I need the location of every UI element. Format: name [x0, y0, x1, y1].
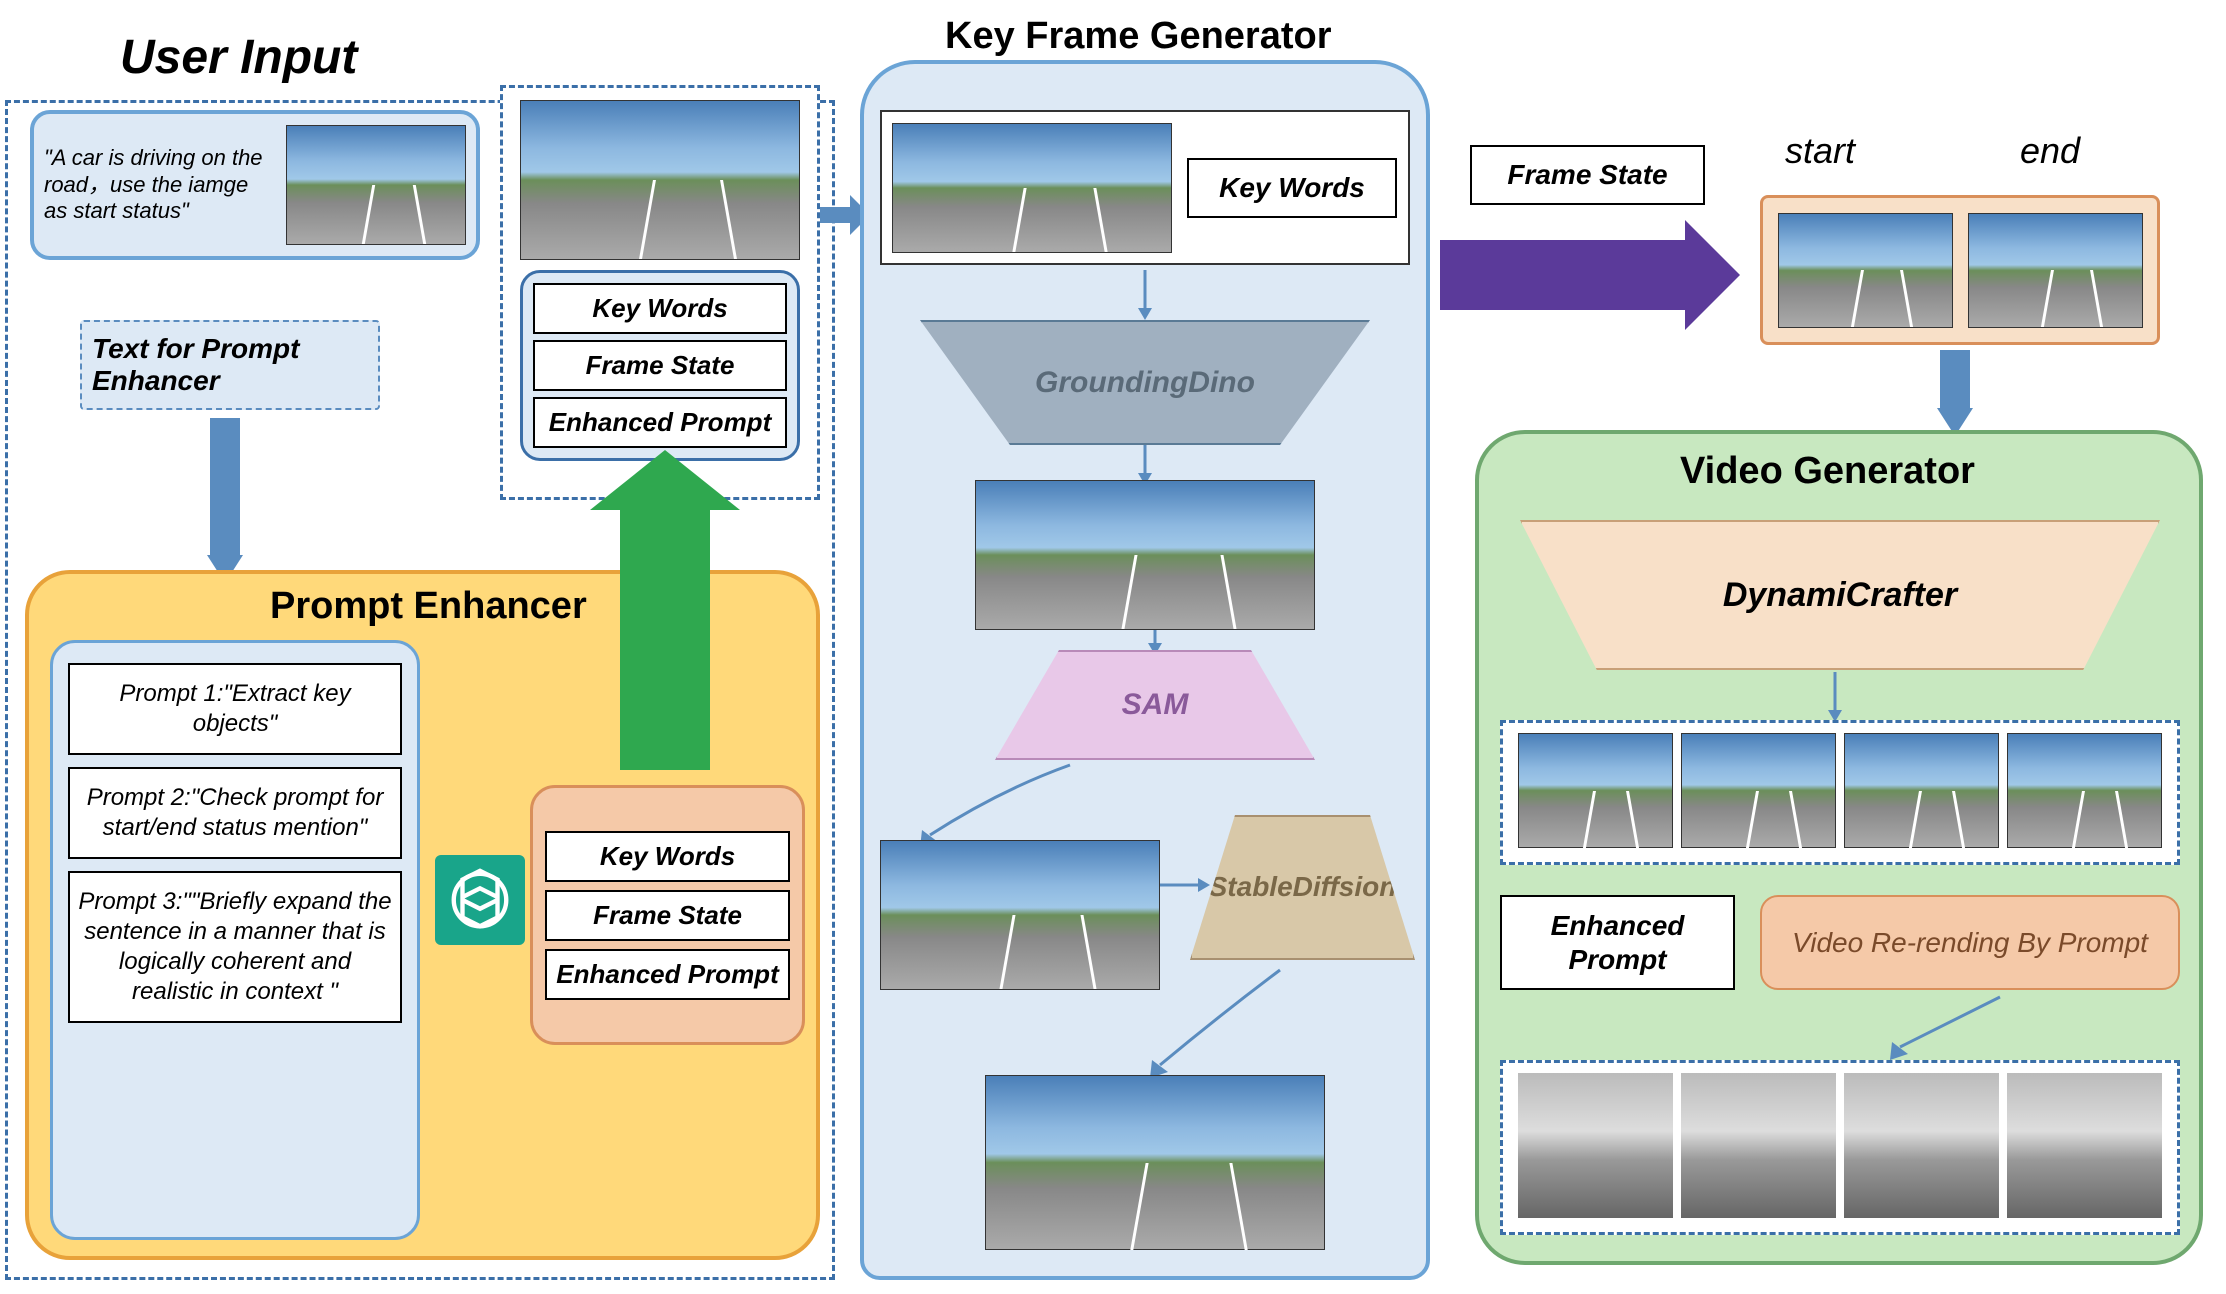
arrow-kfg-6	[1130, 965, 1310, 1080]
vg-rerender-label: Video Re-rending By Prompt	[1760, 895, 2180, 990]
strip2-frame-2	[1681, 1073, 1836, 1218]
intermediate-labels: Key Words Frame State Enhanced Prompt	[520, 270, 800, 461]
arrow-input-to-enhancer	[210, 418, 240, 558]
user-input-title: User Input	[120, 30, 357, 85]
prompt-enhancer-title: Prompt Enhancer	[270, 585, 587, 628]
kfg-top-row: Key Words	[880, 110, 1410, 265]
prompt-3: Prompt 3:""Briefly expand the sentence i…	[68, 871, 402, 1023]
start-label: start	[1785, 130, 1855, 172]
text-for-enhancer-box: Text for Prompt Enhancer	[80, 320, 380, 410]
user-input-box: "A car is driving on the road，use the ia…	[30, 110, 480, 260]
video-generator-title: Video Generator	[1680, 450, 1975, 493]
purple-right-arrow	[1440, 240, 1690, 310]
dynamicrafter-node: DynamiCrafter	[1520, 520, 2160, 670]
vg-enhanced-prompt-label: Enhanced Prompt	[1500, 895, 1735, 990]
frame-state-label: Frame State	[1470, 145, 1705, 205]
strip1-frame-1	[1518, 733, 1673, 848]
strip2-frame-1	[1518, 1073, 1673, 1218]
end-label: end	[2020, 130, 2080, 172]
start-frame-image	[1778, 213, 1953, 328]
intermediate-box: Key Words Frame State Enhanced Prompt	[500, 85, 820, 500]
strip1-frame-2	[1681, 733, 1836, 848]
user-input-image	[286, 125, 466, 245]
strip2-frame-4	[2007, 1073, 2162, 1218]
intermediate-image	[520, 100, 800, 260]
start-end-frames-box	[1760, 195, 2160, 345]
enhancer-out-enhanced: Enhanced Prompt	[545, 949, 790, 1000]
openai-icon	[435, 855, 525, 945]
intermediate-enhanced: Enhanced Prompt	[533, 397, 787, 448]
key-frame-generator-title: Key Frame Generator	[945, 15, 1332, 58]
arrow-frames-to-vg	[1940, 350, 1970, 410]
arrow-vg-1	[1820, 672, 1850, 722]
strip2-frame-3	[1844, 1073, 1999, 1218]
video-strip-2	[1500, 1060, 2180, 1235]
strip1-frame-4	[2007, 733, 2162, 848]
intermediate-keywords: Key Words	[533, 283, 787, 334]
arrow-kfg-1	[1130, 270, 1160, 320]
kfg-input-image	[892, 123, 1172, 253]
arrow-kfg-5	[1160, 870, 1210, 900]
prompts-list: Prompt 1:"Extract key objects" Prompt 2:…	[50, 640, 420, 1240]
enhancer-out-framestate: Frame State	[545, 890, 790, 941]
video-strip-1	[1500, 720, 2180, 865]
enhancer-out-keywords: Key Words	[545, 831, 790, 882]
kfg-masked-image	[880, 840, 1160, 990]
kfg-mid-image	[975, 480, 1315, 630]
kfg-keywords-label: Key Words	[1187, 158, 1397, 218]
end-frame-image	[1968, 213, 2143, 328]
strip1-frame-3	[1844, 733, 1999, 848]
enhancer-output-box: Key Words Frame State Enhanced Prompt	[530, 785, 805, 1045]
kfg-final-image	[985, 1075, 1325, 1250]
arrow-kfg-4	[900, 760, 1100, 850]
intermediate-framestate: Frame State	[533, 340, 787, 391]
prompt-2: Prompt 2:"Check prompt for start/end sta…	[68, 767, 402, 859]
arrow-vg-2	[1880, 992, 2030, 1062]
user-input-prompt: "A car is driving on the road，use the ia…	[44, 145, 276, 224]
prompt-1: Prompt 1:"Extract key objects"	[68, 663, 402, 755]
arrow-kfg-2	[1130, 445, 1160, 485]
green-up-arrow	[620, 510, 710, 770]
